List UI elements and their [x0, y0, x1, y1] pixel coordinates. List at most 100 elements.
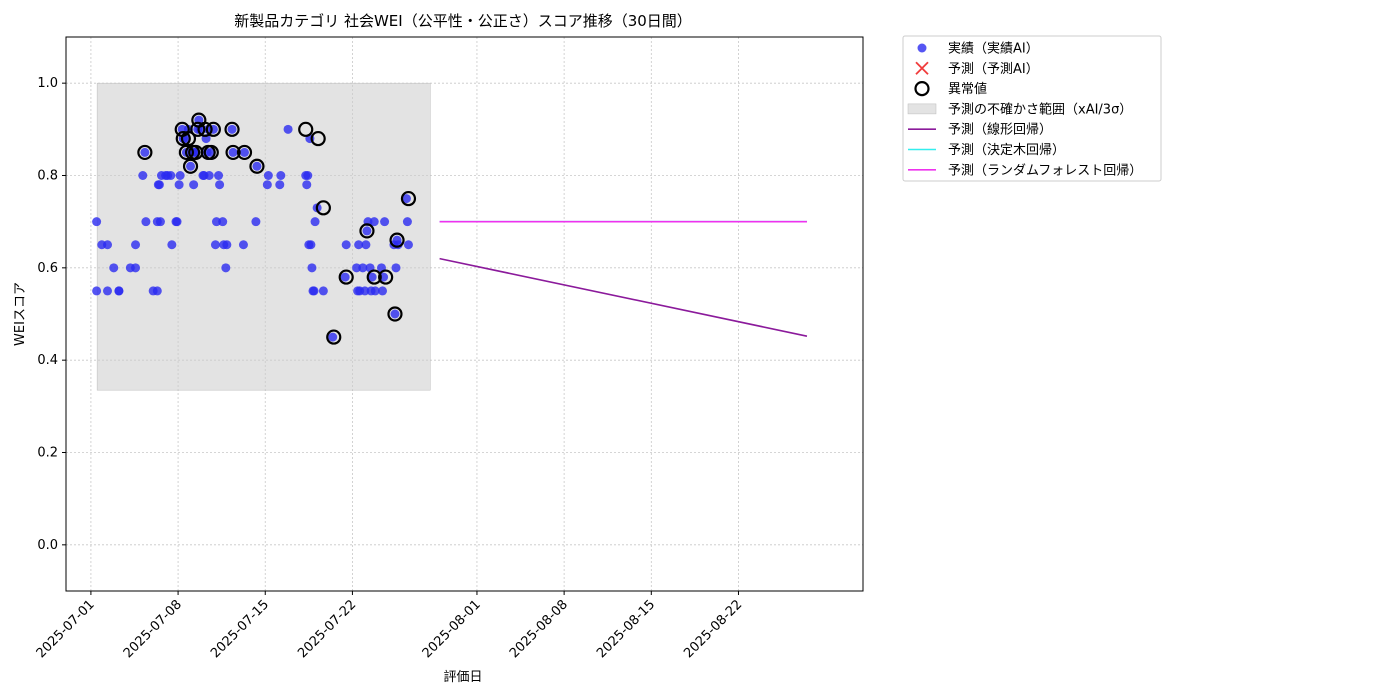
anomaly-marker [182, 158, 199, 174]
actual-point [251, 217, 261, 227]
actual-point [283, 124, 293, 134]
anomaly-marker [359, 223, 375, 239]
actual-point [210, 240, 220, 250]
anomaly-marker [366, 269, 382, 285]
anomaly-marker [236, 144, 253, 161]
actual-point [189, 180, 199, 190]
actual-point [238, 240, 248, 250]
y-tick-label: 0.0 [37, 538, 58, 553]
actual-point [114, 286, 124, 296]
actual-point [131, 240, 141, 250]
actual-point [318, 286, 328, 296]
actual-point [140, 147, 150, 157]
x-tick-label: 2025-08-01 [420, 597, 484, 661]
actual-point [92, 286, 102, 296]
actual-point [92, 217, 102, 227]
legend-swatch-actual [917, 43, 927, 53]
actual-point [166, 171, 176, 180]
actual-point [362, 226, 372, 236]
actual-point [403, 240, 413, 250]
legend-label: 予測の不確かさ範囲（xAI/3σ） [948, 101, 1132, 117]
actual-point [341, 240, 351, 250]
anomaly-marker [137, 144, 153, 161]
legend-label: 予測（決定木回帰） [948, 142, 1065, 158]
actual-point [167, 240, 177, 250]
actual-point [358, 263, 368, 273]
anomaly-marker [400, 190, 417, 207]
y-tick-label: 1.0 [37, 76, 58, 91]
actual-point [227, 124, 237, 134]
actual-point [228, 147, 238, 157]
anomaly-marker [224, 121, 240, 137]
actual-point [204, 171, 214, 180]
anomaly-marker [389, 232, 405, 248]
y-axis-label: WEIスコア [13, 282, 28, 346]
actual-point [103, 240, 113, 250]
y-tick-label: 0.2 [37, 446, 58, 461]
actual-point [155, 217, 165, 227]
actual-point [222, 240, 232, 250]
anomaly-marker [298, 121, 314, 137]
actual-point [109, 263, 119, 273]
plot-area: 2025-07-01 2025-07-08 2025-07-15 2025-07-22… [34, 37, 863, 661]
legend-label: 実績（実績AI） [948, 41, 1039, 57]
actual-point [186, 161, 196, 171]
actual-point [380, 217, 390, 227]
anomaly-marker [190, 121, 206, 137]
legend-label: 異常値 [948, 81, 987, 97]
x-tick-label: 2025-07-15 [208, 597, 272, 661]
anomaly-marker [315, 200, 331, 216]
y-tick-label: 0.6 [37, 261, 58, 276]
uncertainty-band [96, 82, 431, 391]
actual-point [352, 263, 362, 273]
actual-point [390, 309, 400, 319]
x-tick-label: 2025-07-22 [295, 597, 359, 661]
actual-point [252, 161, 262, 171]
legend-swatch-forecast [915, 61, 929, 75]
legend-swatch-anomaly [914, 80, 930, 97]
anomaly-marker [387, 306, 403, 322]
actual-point [328, 332, 338, 342]
actual-point [369, 217, 379, 227]
actual-point [354, 240, 364, 250]
actual-point [172, 217, 182, 227]
actual-point [302, 180, 312, 190]
x-tick-label: 2025-07-08 [121, 597, 185, 661]
x-tick-label: 2025-08-15 [594, 597, 658, 661]
chart-title: 新製品カテゴリ 社会WEI（公平性・公正さ）スコア推移（30日間） [234, 12, 692, 30]
anomaly-marker [205, 121, 221, 137]
anomaly-marker [178, 144, 194, 161]
actual-point [303, 171, 313, 180]
actual-point [360, 286, 370, 296]
anomaly-marker [225, 144, 241, 161]
actual-point [175, 171, 185, 180]
legend-swatch-band [907, 103, 937, 115]
actual-point [402, 217, 412, 227]
forecast-line [439, 257, 808, 337]
x-axis-label: 評価日 [443, 670, 482, 685]
y-tick-label: 0.8 [37, 169, 58, 184]
actual-point [370, 286, 380, 296]
actual-point [309, 286, 319, 296]
actual-point [103, 286, 113, 296]
anomaly-marker [203, 144, 219, 161]
actual-point [361, 240, 371, 250]
actual-point [391, 263, 401, 273]
actual-point [275, 180, 285, 190]
anomaly-marker [326, 329, 342, 345]
actual-point [152, 286, 162, 296]
actual-point [262, 180, 272, 190]
actual-point [215, 180, 225, 190]
plot-frame [65, 36, 864, 592]
actual-point [263, 171, 273, 180]
x-tick-label: 2025-07-01 [34, 597, 98, 661]
actual-point [276, 171, 286, 180]
actual-point [174, 180, 184, 190]
actual-point [131, 263, 141, 273]
anomaly-marker [310, 130, 326, 147]
x-tick-label: 2025-08-08 [507, 597, 571, 661]
actual-point [367, 272, 377, 282]
y-tick-label: 0.4 [37, 353, 58, 368]
